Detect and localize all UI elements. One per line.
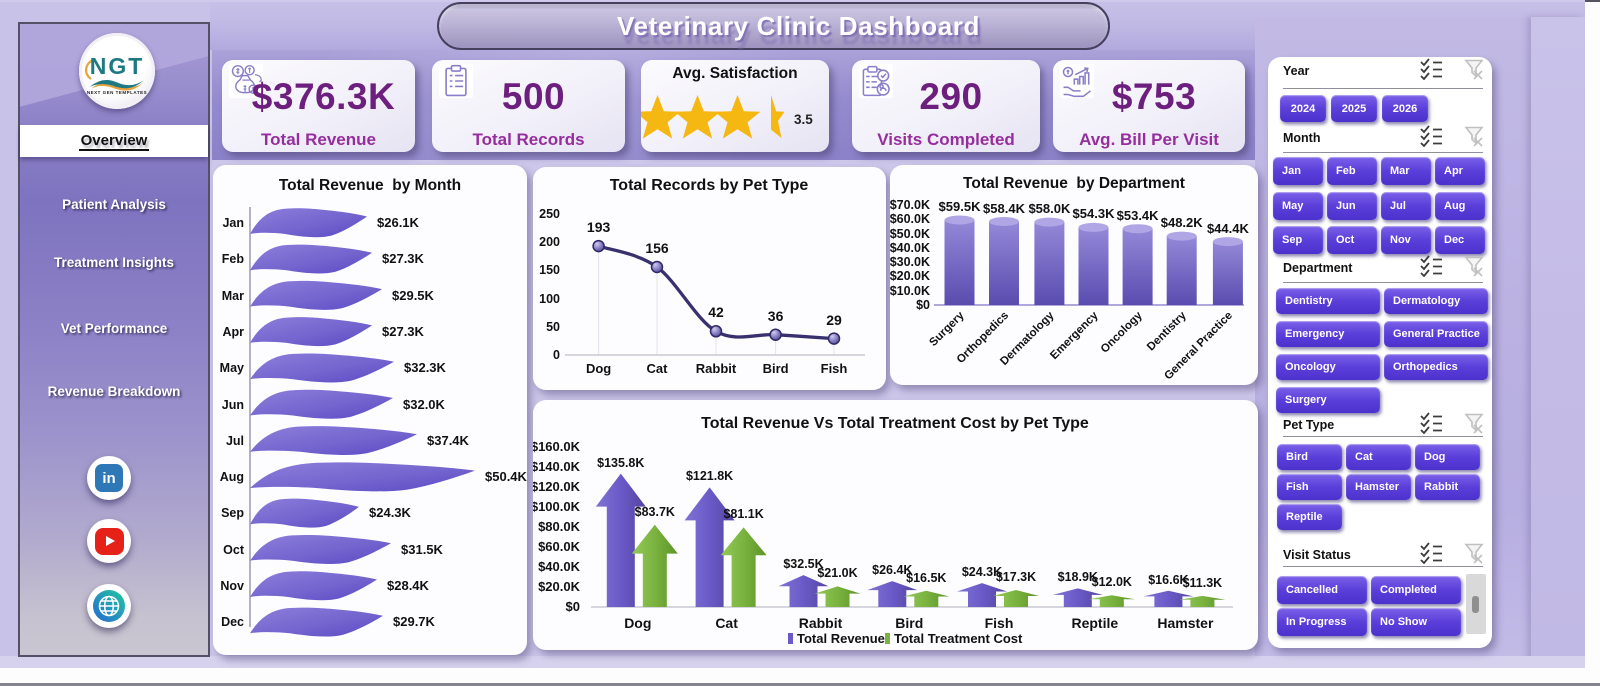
svg-text:Jan: Jan <box>222 216 244 230</box>
svg-text:$24.3K: $24.3K <box>962 565 1002 579</box>
svg-text:3.5: 3.5 <box>794 112 813 127</box>
svg-text:Dec: Dec <box>221 615 244 629</box>
svg-text:Feb: Feb <box>222 252 245 266</box>
svg-text:$60.0K: $60.0K <box>890 212 930 226</box>
svg-text:Surgery: Surgery <box>927 309 967 349</box>
svg-text:$80.0K: $80.0K <box>538 519 581 534</box>
svg-text:Total Revenue Vs Total Treatme: Total Revenue Vs Total Treatment Cost by… <box>701 415 1089 432</box>
svg-text:$30.0K: $30.0K <box>890 255 930 269</box>
svg-text:$18.9K: $18.9K <box>1058 570 1098 584</box>
svg-text:150: 150 <box>539 263 560 277</box>
svg-text:$48.2K: $48.2K <box>1161 215 1204 230</box>
svg-text:50: 50 <box>546 320 560 334</box>
svg-text:$29.5K: $29.5K <box>392 288 435 303</box>
svg-text:$44.4K: $44.4K <box>1207 221 1250 236</box>
svg-text:Dentistry: Dentistry <box>1145 309 1189 353</box>
svg-text:$70.0K: $70.0K <box>890 198 930 212</box>
svg-text:Dog: Dog <box>624 615 651 631</box>
svg-text:$0: $0 <box>916 298 930 312</box>
svg-text:Fish: Fish <box>985 615 1014 631</box>
svg-text:Total Records by Pet Type: Total Records by Pet Type <box>610 177 809 194</box>
svg-text:$59.5K: $59.5K <box>939 199 982 214</box>
svg-text:$20.0K: $20.0K <box>538 579 581 594</box>
svg-text:$24.3K: $24.3K <box>369 505 412 520</box>
svg-text:Dog: Dog <box>586 361 611 376</box>
svg-text:$21.0K: $21.0K <box>817 566 857 580</box>
svg-text:$135.8K: $135.8K <box>597 456 644 470</box>
svg-text:Fish: Fish <box>821 361 848 376</box>
svg-text:$58.0K: $58.0K <box>1028 201 1071 216</box>
svg-text:0: 0 <box>553 348 560 362</box>
svg-text:$120.0K: $120.0K <box>533 479 581 494</box>
svg-text:42: 42 <box>708 304 724 320</box>
svg-text:Rabbit: Rabbit <box>799 615 843 631</box>
svg-text:Total Revenue: Total Revenue <box>797 631 885 646</box>
svg-text:Bird: Bird <box>763 361 789 376</box>
svg-text:Total Treatment Cost: Total Treatment Cost <box>894 631 1023 646</box>
svg-text:250: 250 <box>539 207 560 221</box>
svg-text:$50.4K: $50.4K <box>485 469 527 484</box>
svg-text:Mar: Mar <box>222 289 244 303</box>
svg-text:$32.0K: $32.0K <box>403 397 446 412</box>
svg-text:$83.7K: $83.7K <box>635 505 675 519</box>
svg-text:$54.3K: $54.3K <box>1073 206 1116 221</box>
svg-text:$31.5K: $31.5K <box>401 542 444 557</box>
svg-text:$32.5K: $32.5K <box>783 557 823 571</box>
svg-text:$40.0K: $40.0K <box>538 559 581 574</box>
svg-text:$58.4K: $58.4K <box>983 201 1026 216</box>
svg-text:$27.3K: $27.3K <box>382 324 425 339</box>
svg-text:Total Revenue by Month: Total Revenue by Month <box>279 177 461 194</box>
svg-text:Oncology: Oncology <box>1099 309 1145 355</box>
svg-text:May: May <box>220 361 244 375</box>
svg-text:Jul: Jul <box>226 434 244 448</box>
svg-text:Cat: Cat <box>715 615 738 631</box>
svg-text:$53.4K: $53.4K <box>1117 208 1160 223</box>
svg-text:Aug: Aug <box>220 470 244 484</box>
svg-text:$27.3K: $27.3K <box>382 251 425 266</box>
svg-text:Total Revenue by Department: Total Revenue by Department <box>963 175 1185 192</box>
svg-text:156: 156 <box>645 240 669 256</box>
svg-text:Apr: Apr <box>222 325 244 339</box>
svg-text:Rabbit: Rabbit <box>696 361 737 376</box>
svg-text:100: 100 <box>539 292 560 306</box>
svg-text:$26.1K: $26.1K <box>377 215 420 230</box>
svg-text:$10.0K: $10.0K <box>890 284 930 298</box>
svg-text:Bird: Bird <box>895 615 923 631</box>
svg-text:Jun: Jun <box>222 398 244 412</box>
svg-text:193: 193 <box>587 219 611 235</box>
svg-text:$29.7K: $29.7K <box>393 614 436 629</box>
svg-text:Hamster: Hamster <box>1157 615 1214 631</box>
svg-text:$140.0K: $140.0K <box>533 459 581 474</box>
svg-text:$28.4K: $28.4K <box>387 578 430 593</box>
svg-text:$16.5K: $16.5K <box>906 571 946 585</box>
svg-text:$60.0K: $60.0K <box>538 539 581 554</box>
svg-text:$12.0K: $12.0K <box>1092 575 1132 589</box>
svg-text:$0: $0 <box>566 599 580 614</box>
svg-text:$40.0K: $40.0K <box>890 241 930 255</box>
svg-text:$17.3K: $17.3K <box>996 570 1036 584</box>
svg-text:$37.4K: $37.4K <box>427 433 470 448</box>
svg-text:$20.0K: $20.0K <box>890 269 930 283</box>
svg-text:$81.1K: $81.1K <box>723 507 763 521</box>
svg-text:Sep: Sep <box>221 506 244 520</box>
svg-text:$16.6K: $16.6K <box>1148 573 1188 587</box>
svg-text:Cat: Cat <box>647 361 669 376</box>
svg-text:36: 36 <box>768 308 784 324</box>
svg-text:Nov: Nov <box>220 579 244 593</box>
svg-text:$32.3K: $32.3K <box>404 360 447 375</box>
svg-text:$50.0K: $50.0K <box>890 227 930 241</box>
svg-text:29: 29 <box>826 312 842 328</box>
svg-text:$100.0K: $100.0K <box>533 499 581 514</box>
svg-text:Oct: Oct <box>223 543 245 557</box>
svg-text:200: 200 <box>539 235 560 249</box>
svg-text:$11.3K: $11.3K <box>1183 576 1223 590</box>
svg-text:Emergency: Emergency <box>1048 309 1101 362</box>
svg-text:$121.8K: $121.8K <box>686 469 733 483</box>
svg-text:$160.0K: $160.0K <box>533 439 581 454</box>
svg-text:Reptile: Reptile <box>1071 615 1118 631</box>
svg-text:$26.4K: $26.4K <box>872 563 912 577</box>
